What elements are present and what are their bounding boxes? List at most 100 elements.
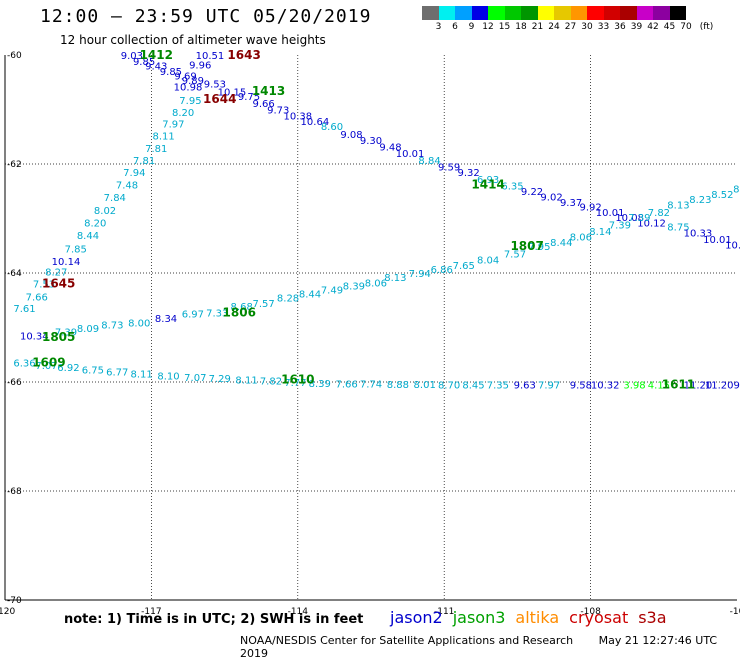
color-swatch	[422, 6, 439, 20]
wave-height-label: 6.75	[82, 365, 104, 376]
color-scale-bar	[422, 6, 686, 20]
wave-height-label: 10.12	[637, 219, 666, 230]
wave-height-label: 8.13	[384, 273, 406, 284]
wave-height-label: 6.93	[477, 175, 499, 186]
color-scale-label: 70	[680, 22, 692, 32]
wave-height-label: 10.14	[52, 257, 81, 268]
wave-height-label: 8.68	[231, 302, 253, 313]
wave-height-label: 10.33	[684, 228, 713, 239]
wave-height-label: 9.75	[238, 92, 260, 103]
wave-height-label: 9.22	[521, 187, 543, 198]
legend-entry-jason3: jason3	[452, 608, 506, 627]
color-scale-label: 9	[468, 22, 475, 32]
wave-height-label: 7.33	[206, 309, 228, 320]
color-scale-label: 27	[564, 22, 577, 32]
wave-height-label: 10.01	[703, 235, 732, 246]
x-tick-label: -10	[730, 607, 740, 617]
color-scale-label: 3	[435, 22, 442, 32]
wave-height-label: 9.03	[121, 51, 143, 62]
color-swatch	[603, 6, 620, 20]
wave-height-label: 7.39	[55, 328, 77, 339]
wave-height-label: 8.20	[84, 219, 106, 230]
wave-height-label: 8.88	[387, 380, 409, 391]
wave-height-label: 9.58	[570, 381, 592, 392]
wave-height-label: 10.51	[196, 51, 225, 62]
wave-height-label: 7.29	[209, 374, 231, 385]
y-tick-label: -66	[7, 378, 22, 388]
wave-height-label: 8.11	[235, 376, 257, 387]
wave-height-label: 8.44	[77, 231, 99, 242]
wave-height-label: 7.48	[116, 181, 138, 192]
color-scale-label: 21	[531, 22, 544, 32]
wave-height-label: 10.15	[218, 87, 247, 98]
pass-time-label: 1611	[662, 378, 695, 392]
wave-height-label: 8.70	[438, 381, 460, 392]
wave-height-label: 7.81	[145, 144, 167, 155]
wave-height-label: 10.01	[596, 208, 625, 219]
wave-height-label: 7.95	[179, 96, 201, 107]
color-scale-label: 33	[597, 22, 610, 32]
wave-height-label: 7.77	[284, 378, 306, 389]
wave-height-label: 7.35	[487, 381, 509, 392]
wave-height-label: 8.09	[77, 324, 99, 335]
wave-height-label: 10.98	[174, 82, 203, 93]
wave-height-label: 7.94	[123, 168, 145, 179]
pass-time-label: 1807	[510, 239, 543, 253]
wave-height-label: 8.39	[309, 379, 331, 390]
wave-height-label: 7.61	[13, 304, 35, 315]
wave-height-label: 8.44	[550, 238, 572, 249]
satellite-legend: jason2 jason3 altika cryosat s3a	[390, 608, 677, 627]
wave-height-label: 8.06	[365, 279, 387, 290]
color-scale-label: 45	[663, 22, 676, 32]
wave-height-label: 7.82	[260, 377, 282, 388]
wave-height-label: 3.98	[623, 381, 645, 392]
wave-height-label: 6.35	[501, 182, 523, 193]
color-swatch	[620, 6, 637, 20]
wave-height-label: 7.49	[321, 286, 343, 297]
wave-height-label: 8.11	[131, 370, 153, 381]
pass-time-label: 1413	[252, 84, 285, 98]
wave-height-label: 7.85	[65, 244, 87, 255]
wave-height-label: 7.97	[162, 119, 184, 130]
pass-time-label: 1645	[42, 277, 75, 291]
wave-height-label: 6.92	[57, 363, 79, 374]
y-tick-label: -62	[7, 160, 22, 170]
color-swatch	[455, 6, 472, 20]
color-scale-label: 39	[630, 22, 643, 32]
wave-height-label: 8.13	[667, 201, 689, 212]
wave-height-label: 8.27	[45, 268, 67, 279]
color-swatch	[521, 6, 538, 20]
wave-height-label: 8.06	[570, 232, 592, 243]
wave-height-label: 9.85	[160, 67, 182, 78]
wave-height-label: 9.69	[174, 72, 196, 83]
wave-height-label: 8.11	[152, 131, 174, 142]
wave-height-label: 8.44	[299, 290, 321, 301]
color-swatch	[570, 6, 587, 20]
wave-height-label: 8.84	[418, 156, 440, 167]
color-scale-label: 18	[515, 22, 527, 32]
wave-height-label: 8.00	[128, 318, 150, 329]
wave-height-label: 8.45	[462, 381, 484, 392]
color-scale-label: 15	[498, 22, 511, 32]
wave-height-label: 9.63	[514, 381, 536, 392]
wave-height-label: 8.52	[711, 190, 733, 201]
wave-height-label: 8.60	[321, 122, 343, 133]
wave-height-label: 7.84	[104, 193, 126, 204]
color-scale-label: 42	[647, 22, 659, 32]
wave-height-label: 8.01	[414, 380, 436, 391]
wave-height-label: 7.57	[253, 299, 275, 310]
wave-height-label: 10.80	[725, 240, 740, 251]
wave-height-label: 8.73	[101, 321, 123, 332]
wave-height-label: 11.209	[705, 381, 740, 392]
color-swatch	[438, 6, 455, 20]
wave-height-label: 6.36	[13, 359, 35, 370]
wave-height-label: 6.77	[106, 367, 128, 378]
wave-height-label: 8.75	[667, 222, 689, 233]
wave-height-label: 9.37	[560, 198, 582, 209]
wave-height-label: 7.82	[648, 208, 670, 219]
color-scale-label: 36	[614, 22, 626, 32]
color-scale-labels: 3 6 9 12 15 18 21 24 27 30 33 36 39 42 45 70 (ft)	[422, 22, 740, 34]
pass-time-label: 1610	[281, 373, 314, 387]
wave-height-label: 9.30	[360, 136, 382, 147]
x-tick-label: -120	[0, 607, 15, 617]
